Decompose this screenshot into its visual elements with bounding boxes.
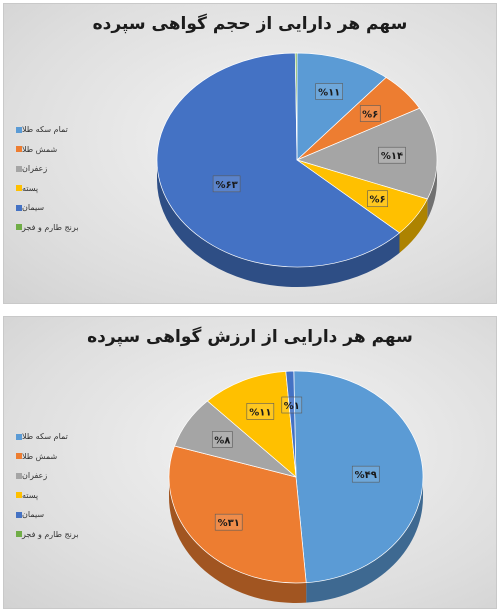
data-label: %۴۹ (355, 470, 377, 481)
pie-slice (296, 52, 387, 161)
legend-swatch (16, 185, 22, 192)
legend-item: زعفران (12, 466, 79, 486)
pie-slice-side (399, 199, 428, 253)
legend-item: پسته (12, 486, 79, 506)
data-label-box (367, 190, 388, 208)
pie-slice-side (427, 160, 437, 220)
pie-side (169, 477, 423, 603)
data-label: %۶۳ (215, 180, 237, 191)
legend-item: تمام سکه طلا (12, 427, 79, 447)
legend-item: زعفران (12, 159, 79, 179)
data-label: %۳۱ (218, 518, 240, 529)
legend-label: سیمان (22, 203, 45, 213)
pie-chart: %۱۱ %۶ %۱۴ %۶ %۶۳ (156, 52, 438, 287)
data-label: %۱۴ (381, 151, 403, 162)
data-label-box (246, 403, 275, 420)
pie-slice (285, 370, 297, 478)
pie-slice (168, 445, 307, 584)
pie-slice (296, 107, 438, 200)
legend-label: زعفران (22, 164, 48, 174)
chart-title: سهم هر دارایی از ارزش گواهی سپرده (87, 327, 413, 347)
legend-item: سیمان (12, 505, 79, 525)
legend-swatch (16, 511, 22, 518)
legend-label: برنج طارم و فجر (22, 529, 79, 539)
legend-label: تمام سکه طلا (22, 125, 68, 135)
data-labels: %۱۱ %۶ %۱۴ %۶ %۶۳ (212, 83, 406, 208)
pie-slice (293, 370, 424, 584)
data-label-box (351, 465, 380, 483)
legend-item: برنج طارم و فجر (12, 525, 79, 545)
pie-slice-side (157, 160, 400, 287)
legend-swatch (16, 146, 22, 153)
data-label: %۱ (284, 401, 300, 412)
data-label-box (212, 175, 241, 193)
pie-top (156, 52, 438, 268)
legend-swatch (16, 126, 22, 133)
data-label-box (281, 396, 303, 414)
legend-label: شمش طلا (22, 144, 58, 154)
legend-swatch (16, 224, 22, 231)
legend-swatch (16, 531, 22, 538)
legend-swatch (16, 472, 22, 479)
pie-side (157, 160, 437, 287)
chart-panel-value: سهم هر دارایی از ارزش گواهی سپرده تمام س… (3, 316, 497, 609)
legend-item: برنج طارم و فجر (12, 218, 79, 238)
legend-item: شمش طلا (12, 447, 79, 467)
pie-top (168, 370, 424, 584)
pie-slice (156, 52, 400, 268)
data-label-box (359, 105, 381, 122)
legend-item: تمام سکه طلا (12, 120, 79, 140)
data-labels: %۴۹ %۳۱ %۸ %۱۱ %۱ (211, 396, 380, 531)
legend-label: شمش طلا (22, 451, 58, 461)
pie-slice (207, 370, 297, 478)
legend-swatch (16, 165, 22, 172)
legend-item: شمش طلا (12, 140, 79, 160)
data-label: %۱۱ (249, 407, 271, 418)
legend-label: تمام سکه طلا (22, 432, 68, 442)
data-label: %۶ (370, 195, 386, 206)
chart-title: سهم هر دارایی از حجم گواهی سپرده (92, 14, 408, 34)
data-label: %۸ (214, 435, 230, 446)
legend-label: پسته (22, 183, 39, 193)
data-label: %۱۱ (318, 88, 340, 99)
legend-item: سیمان (12, 198, 79, 218)
legend-label: سیمان (22, 510, 45, 520)
data-label: %۶ (362, 110, 378, 121)
pie-slice-side (169, 477, 307, 603)
legend-label: پسته (22, 490, 39, 500)
pie-slice (294, 52, 298, 161)
pie-chart: %۴۹ %۳۱ %۸ %۱۱ %۱ (168, 370, 424, 603)
data-label-box (214, 513, 243, 531)
legend-label: برنج طارم و فجر (22, 222, 79, 232)
data-label-box (378, 146, 406, 164)
legend-label: زعفران (22, 471, 48, 481)
legend-swatch (16, 453, 22, 460)
legend-swatch (16, 204, 22, 211)
data-label-box (315, 83, 343, 100)
pie-slice-side (306, 477, 423, 603)
chart-panel-volume: سهم هر دارایی از حجم گواهی سپرده تمام سک… (3, 3, 497, 304)
data-label-box (211, 431, 233, 448)
legend-swatch (16, 433, 22, 440)
legend-swatch (16, 492, 22, 499)
legend-item: پسته (12, 179, 79, 199)
chart-legend: تمام سکه طلا شمش طلا زعفران پسته سیمان برنج ط… (12, 427, 79, 544)
chart-legend: تمام سکه طلا شمش طلا زعفران پسته سیمان برنج ط… (12, 120, 79, 237)
